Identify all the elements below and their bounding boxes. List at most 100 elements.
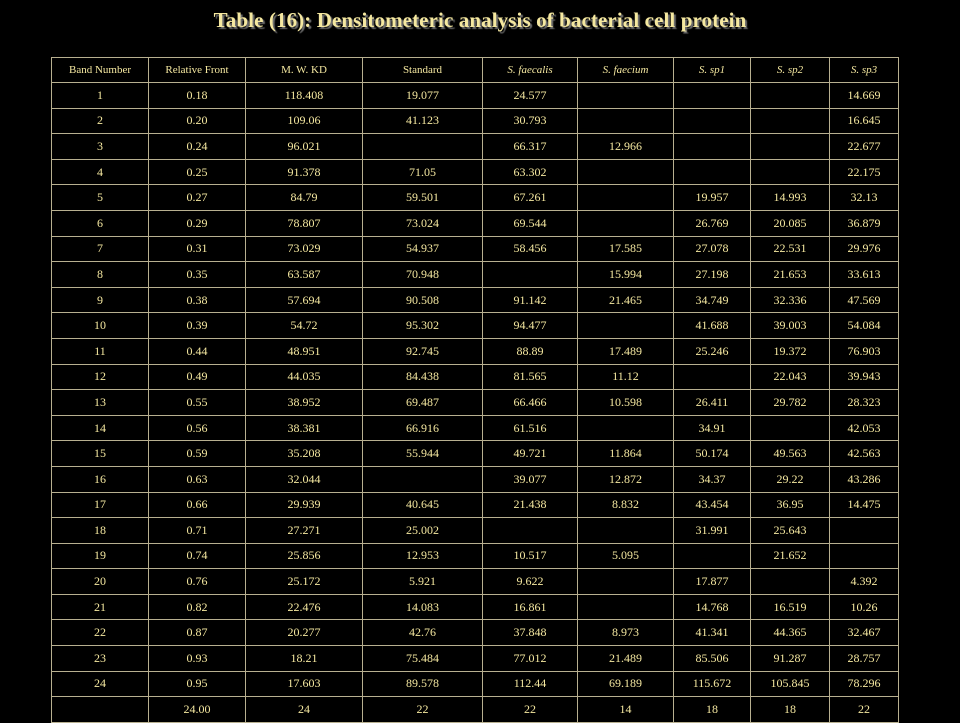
table-cell: 25.172 <box>245 568 363 595</box>
table-cell <box>51 696 149 723</box>
table-row: 24 0.95 17.603 89.578 112.44 69.189 115.672 105… <box>51 670 899 698</box>
table-cell: 11 <box>51 337 149 365</box>
table-cell: 43.454 <box>673 491 751 519</box>
table-cell: 0.59 <box>148 440 246 467</box>
table-cell: 84.79 <box>245 184 363 211</box>
table-cell <box>750 568 830 595</box>
column-header: Band Number <box>51 57 149 83</box>
table-cell: 13 <box>51 389 149 416</box>
table-cell <box>673 363 751 391</box>
table-cell: 0.38 <box>148 286 246 314</box>
table-cell: 24 <box>245 696 363 723</box>
table-cell <box>577 593 674 621</box>
table-cell: 17.585 <box>577 235 674 263</box>
table-cell: 47.569 <box>829 286 899 314</box>
table-cell: 34.91 <box>673 414 751 442</box>
table-cell: 0.20 <box>148 107 246 135</box>
table-cell: 25.002 <box>362 517 483 544</box>
table-cell: 6 <box>51 209 149 237</box>
table-row: 7 0.31 73.029 54.937 58.456 17.585 27.078 22.53… <box>51 235 899 263</box>
table-cell: 9 <box>51 286 149 314</box>
table-cell: 69.487 <box>362 389 483 416</box>
table-body: 1 0.18 118.408 19.077 24.577 14.669 2 0.20 109.0… <box>51 82 899 723</box>
table-cell <box>577 517 674 544</box>
table-cell: 19.957 <box>673 184 751 211</box>
table-cell: 43.286 <box>829 465 899 493</box>
table-cell: 8.832 <box>577 491 674 519</box>
table-cell: 49.563 <box>750 440 830 467</box>
table-cell: 18 <box>750 696 830 723</box>
table-cell: 105.845 <box>750 670 830 698</box>
table-cell: 54.72 <box>245 312 363 339</box>
table-cell <box>577 312 674 339</box>
table-cell: 7 <box>51 235 149 263</box>
table-cell <box>577 82 674 109</box>
table-row: 9 0.38 57.694 90.508 91.142 21.465 34.749 32.33… <box>51 286 899 314</box>
column-header: S. sp3 <box>829 57 899 83</box>
table-cell: 15.994 <box>577 261 674 288</box>
table-cell: 10.26 <box>829 593 899 621</box>
table-cell: 21.653 <box>750 261 830 288</box>
table-cell: 29.976 <box>829 235 899 263</box>
table-cell <box>673 82 751 109</box>
table-row: 6 0.29 78.807 73.024 69.544 26.769 20.085 36.87… <box>51 209 899 237</box>
table-cell: 0.76 <box>148 568 246 595</box>
table-cell: 8 <box>51 261 149 288</box>
table-cell: 11.12 <box>577 363 674 391</box>
table-cell: 12 <box>51 363 149 391</box>
table-cell: 94.477 <box>482 312 578 339</box>
table-cell: 27.198 <box>673 261 751 288</box>
table-cell: 16 <box>51 465 149 493</box>
table-cell: 35.208 <box>245 440 363 467</box>
table-cell: 89.578 <box>362 670 483 698</box>
table-cell: 39.077 <box>482 465 578 493</box>
table-cell: 16.519 <box>750 593 830 621</box>
table-header-row: Band Number Relative Front M. W. KD Standar… <box>51 57 899 83</box>
table-cell: 36.879 <box>829 209 899 237</box>
table-cell: 39.943 <box>829 363 899 391</box>
table-cell: 20 <box>51 568 149 595</box>
table-cell: 14.083 <box>362 593 483 621</box>
table-cell: 78.296 <box>829 670 899 698</box>
table-cell: 40.645 <box>362 491 483 519</box>
table-cell: 85.506 <box>673 645 751 672</box>
table-cell: 4 <box>51 158 149 186</box>
table-cell: 22.677 <box>829 133 899 160</box>
table-cell <box>362 133 483 160</box>
table-cell: 91.142 <box>482 286 578 314</box>
table-row: 5 0.27 84.79 59.501 67.261 19.957 14.993 32.13 <box>51 184 899 211</box>
table-cell: 91.378 <box>245 158 363 186</box>
table-cell: 30.793 <box>482 107 578 135</box>
table-cell <box>362 465 483 493</box>
column-header: Relative Front <box>148 57 246 83</box>
table-row: 22 0.87 20.277 42.76 37.848 8.973 41.341 44.365… <box>51 619 899 647</box>
table-cell: 17.489 <box>577 337 674 365</box>
table-cell: 34.37 <box>673 465 751 493</box>
table-cell: 18 <box>673 696 751 723</box>
table-cell: 42.563 <box>829 440 899 467</box>
table-cell: 38.381 <box>245 414 363 442</box>
table-cell: 22.043 <box>750 363 830 391</box>
table-cell: 28.757 <box>829 645 899 672</box>
table-cell: 22 <box>51 619 149 647</box>
table-cell: 0.95 <box>148 670 246 698</box>
table-cell: 95.302 <box>362 312 483 339</box>
table-cell <box>577 209 674 237</box>
table-cell: 32.467 <box>829 619 899 647</box>
table-row: 16 0.63 32.044 39.077 12.872 34.37 29.22 43.286 <box>51 465 899 493</box>
table-cell: 18 <box>51 517 149 544</box>
table-cell: 0.87 <box>148 619 246 647</box>
table-cell: 54.084 <box>829 312 899 339</box>
table-cell: 90.508 <box>362 286 483 314</box>
table-cell: 96.021 <box>245 133 363 160</box>
table-cell: 20.277 <box>245 619 363 647</box>
table-cell: 32.044 <box>245 465 363 493</box>
table-cell <box>577 107 674 135</box>
table-cell: 5 <box>51 184 149 211</box>
table-cell: 0.66 <box>148 491 246 519</box>
table-cell: 22 <box>829 696 899 723</box>
table-cell: 118.408 <box>245 82 363 109</box>
table-cell: 61.516 <box>482 414 578 442</box>
table-cell: 44.365 <box>750 619 830 647</box>
table-cell: 73.029 <box>245 235 363 263</box>
